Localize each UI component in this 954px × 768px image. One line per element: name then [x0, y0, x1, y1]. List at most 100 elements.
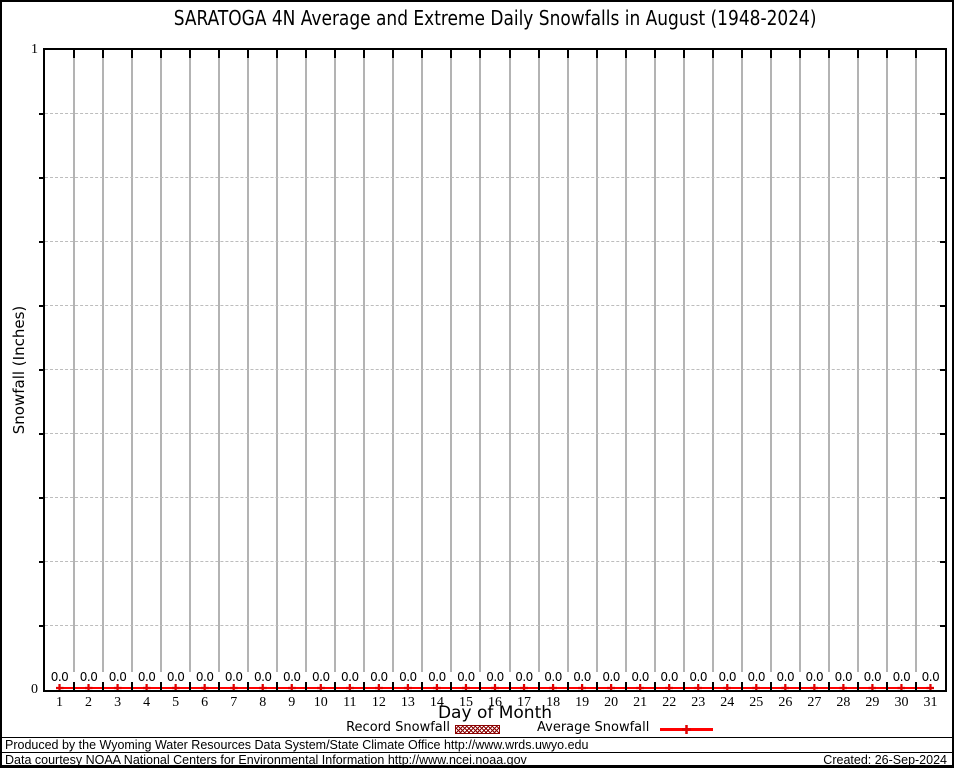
- x-tick-top: [653, 50, 656, 58]
- x-tick-top: [276, 50, 279, 58]
- x-tick-bottom: [856, 682, 859, 690]
- value-label: 0.0: [166, 670, 185, 684]
- y-tick-right: [940, 113, 945, 115]
- x-tick-label: 13: [400, 695, 415, 710]
- footer-produced-by: Produced by the Wyoming Water Resources …: [5, 738, 589, 752]
- x-tick-label: 17: [517, 695, 532, 710]
- x-tick-bottom: [247, 682, 250, 690]
- y-tick-right: [940, 497, 945, 499]
- vertical-gridline: [827, 50, 830, 672]
- x-tick-top: [711, 50, 714, 58]
- x-tick-bottom: [711, 682, 714, 690]
- x-tick-bottom: [160, 682, 163, 690]
- x-tick-top: [740, 50, 743, 58]
- x-tick-label: 31: [923, 695, 938, 710]
- vertical-gridline: [421, 50, 424, 672]
- value-label: 0.0: [776, 670, 795, 684]
- average-snowfall-marker: [258, 684, 267, 692]
- x-tick-label: 25: [749, 695, 764, 710]
- x-tick-label: 10: [313, 695, 328, 710]
- horizontal-gridline: [45, 305, 945, 306]
- x-tick-bottom: [537, 682, 540, 690]
- x-tick-label: 28: [836, 695, 851, 710]
- x-tick-label: 6: [201, 695, 209, 710]
- y-tick-right: [940, 625, 945, 627]
- vertical-gridline: [856, 50, 859, 672]
- x-tick-top: [856, 50, 859, 58]
- x-tick-label: 16: [488, 695, 502, 710]
- average-snowfall-marker: [491, 684, 499, 692]
- average-snowfall-marker: [55, 684, 64, 692]
- vertical-gridline: [740, 50, 743, 672]
- x-tick-bottom: [798, 682, 801, 690]
- x-tick-bottom: [885, 682, 888, 690]
- footer-data-courtesy: Data courtesy NOAA National Centers for …: [5, 753, 527, 767]
- x-tick-bottom: [131, 682, 134, 690]
- x-tick-top: [305, 50, 308, 58]
- footer-divider-top: [0, 737, 954, 738]
- value-label: 0.0: [195, 670, 214, 684]
- x-tick-top: [769, 50, 772, 58]
- average-snowfall-marker: [287, 684, 296, 692]
- x-tick-top: [624, 50, 627, 58]
- x-tick-label: 20: [604, 695, 619, 710]
- legend-record-snowfall-label: Record Snowfall: [346, 720, 450, 735]
- value-label: 0.0: [312, 670, 330, 684]
- x-tick-top: [914, 50, 917, 58]
- x-tick-label: 12: [371, 695, 386, 710]
- average-snowfall-marker: [171, 684, 180, 692]
- x-tick-bottom: [769, 682, 772, 690]
- x-tick-label: 7: [230, 695, 238, 710]
- vertical-gridline: [102, 50, 105, 672]
- value-label: 0.0: [137, 670, 156, 684]
- footer-created-date: Created: 26-Sep-2024: [823, 753, 947, 767]
- value-label: 0.0: [515, 670, 533, 684]
- vertical-gridline: [508, 50, 511, 672]
- vertical-gridline: [392, 50, 395, 672]
- vertical-gridline: [624, 50, 627, 672]
- average-snowfall-marker: [520, 684, 529, 692]
- x-tick-top: [363, 50, 366, 58]
- x-tick-bottom: [827, 682, 830, 690]
- average-snowfall-marker: [432, 684, 441, 692]
- average-snowfall-marker: [113, 684, 122, 692]
- y-tick-left: [39, 625, 45, 627]
- average-snowfall-marker: [752, 684, 761, 692]
- x-tick-label: 8: [259, 695, 267, 710]
- x-tick-top: [798, 50, 801, 58]
- value-label: 0.0: [224, 670, 243, 684]
- x-tick-top: [421, 50, 424, 58]
- value-label: 0.0: [253, 670, 272, 684]
- y-tick-left: [39, 305, 45, 307]
- y-tick-left: [39, 497, 45, 499]
- value-label: 0.0: [428, 670, 446, 684]
- vertical-gridline: [537, 50, 540, 672]
- x-tick-bottom: [566, 682, 569, 690]
- x-tick-label: 24: [720, 695, 735, 710]
- value-label: 0.0: [282, 670, 301, 684]
- value-label: 0.0: [341, 670, 359, 684]
- average-snowfall-marker: [897, 684, 906, 692]
- vertical-gridline: [160, 50, 163, 672]
- x-tick-top: [160, 50, 163, 58]
- vertical-gridline: [653, 50, 656, 672]
- x-tick-top: [595, 50, 598, 58]
- x-tick-bottom: [102, 682, 105, 690]
- x-tick-bottom: [508, 682, 511, 690]
- value-label: 0.0: [921, 670, 940, 684]
- x-tick-label: 15: [458, 695, 473, 710]
- average-snowfall-marker: [374, 684, 383, 692]
- value-label: 0.0: [805, 670, 824, 684]
- average-snowfall-marker: [578, 684, 587, 692]
- x-tick-top: [827, 50, 830, 58]
- x-tick-bottom: [479, 682, 482, 690]
- value-label: 0.0: [399, 670, 417, 684]
- x-tick-top: [885, 50, 888, 58]
- y-tick-right: [940, 433, 945, 435]
- x-tick-bottom: [73, 682, 76, 690]
- x-tick-bottom: [595, 682, 598, 690]
- x-tick-bottom: [218, 682, 221, 690]
- x-tick-label: 5: [172, 695, 180, 710]
- y-tick-right: [940, 305, 945, 307]
- value-label: 0.0: [457, 670, 475, 684]
